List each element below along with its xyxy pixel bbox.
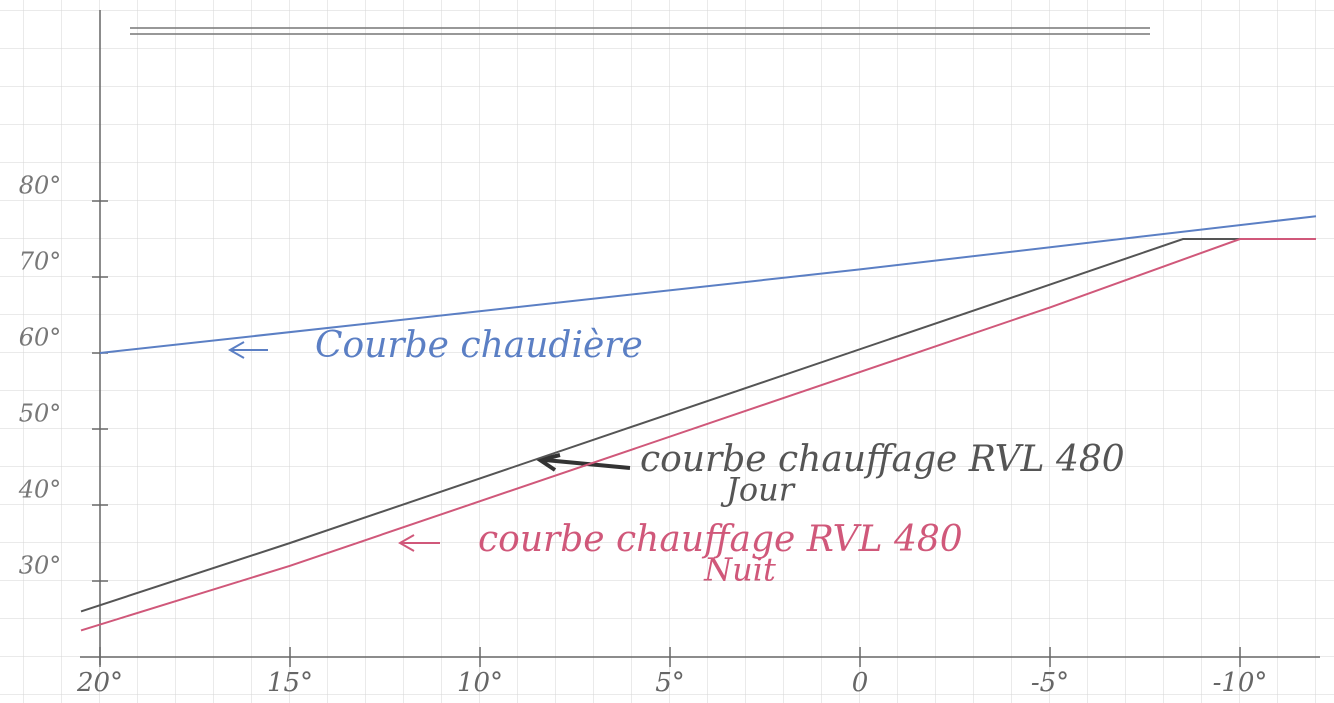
series-line — [80, 238, 1316, 632]
series-label: courbe chauffage RVL 480 — [478, 519, 963, 560]
x-tick-label: 5° — [655, 668, 685, 698]
series-sublabel: Jour — [720, 471, 796, 509]
y-tick-label: 50° — [19, 400, 62, 428]
series-line — [80, 238, 1316, 613]
x-tick-label: 20° — [76, 668, 123, 698]
x-tick-label: -10° — [1213, 668, 1268, 698]
x-tick-label: 15° — [267, 668, 313, 698]
series-label: Courbe chaudière — [315, 325, 643, 366]
y-tick-label: 30° — [19, 552, 62, 580]
x-tick-label: -5° — [1031, 668, 1069, 698]
series-label: courbe chauffage RVL 480 — [640, 439, 1125, 480]
x-tick-label: 10° — [457, 668, 503, 698]
series-line — [99, 215, 1317, 354]
y-tick-label: 80° — [19, 172, 62, 200]
y-tick-label: 60° — [19, 324, 62, 352]
series-sublabel: Nuit — [703, 551, 776, 589]
arrow — [397, 534, 440, 552]
arrow — [227, 341, 268, 359]
y-tick-label: 40° — [18, 476, 62, 504]
y-tick-label: 70° — [19, 248, 62, 276]
x-tick-label: 0 — [852, 668, 869, 698]
